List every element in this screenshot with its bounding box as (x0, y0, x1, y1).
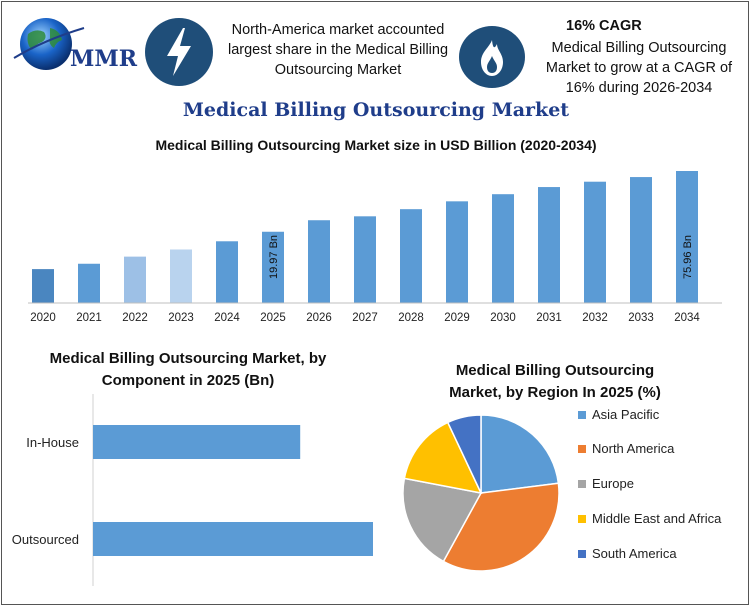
north-america-text: North-America market accounted largest s… (227, 22, 449, 78)
legend-item: Middle East and Africa (578, 510, 742, 527)
bar-2025 (262, 231, 284, 303)
bar-2023 (170, 249, 192, 303)
hbar-Outsourced (93, 522, 373, 556)
x-tick-label: 2034 (674, 312, 700, 324)
bar-2020 (32, 269, 54, 303)
x-tick-label: 2032 (582, 312, 608, 324)
globe-icon (13, 18, 85, 70)
x-tick-label: 2026 (306, 312, 332, 324)
bar-2027 (354, 216, 376, 303)
x-tick-label: 2027 (352, 312, 378, 324)
cagr-text: Medical Billing Outsourcing Market to gr… (545, 40, 733, 96)
hbar-In-House (93, 425, 301, 459)
component-chart-title: Medical Billing Outsourcing Market, by C… (49, 350, 327, 389)
bar-2032 (584, 181, 606, 303)
legend-item: Europe (578, 475, 742, 492)
legend-label: Europe (592, 476, 634, 491)
x-tick-label: 2029 (444, 312, 470, 324)
x-tick-label: 2023 (168, 312, 194, 324)
region-pie-chart (402, 414, 560, 572)
legend-swatch (578, 411, 586, 419)
legend-label: Middle East and Africa (592, 511, 722, 526)
bar-chart-title: Medical Billing Outsourcing Market size … (155, 137, 597, 153)
legend-label: North America (592, 441, 675, 456)
x-tick-label: 2021 (76, 312, 102, 324)
y-tick-label: Outsourced (12, 532, 79, 547)
pie-slice-asia-pacific (480, 414, 560, 494)
bar-2026 (308, 220, 330, 303)
data-label: 75.96 Bn (682, 235, 694, 279)
bar-2029 (446, 201, 468, 303)
legend-swatch (578, 445, 586, 453)
market-size-bar-chart: 2020 2021 2022 2023 2024 2025 19.97 Bn 2026 2027… (28, 171, 722, 324)
region-chart-title: Medical Billing Outsourcing Market, by R… (449, 362, 661, 401)
pie-slice-europe (402, 477, 483, 563)
lightning-icon (145, 18, 213, 86)
x-tick-label: 2022 (122, 312, 148, 324)
bar-2034 (676, 171, 698, 303)
bar-2024 (216, 241, 238, 303)
data-label: 19.97 Bn (268, 235, 280, 279)
legend-label: South America (592, 546, 677, 561)
x-tick-label: 2031 (536, 312, 562, 324)
main-title: Medical Billing Outsourcing Market (182, 99, 570, 121)
x-tick-label: 2028 (398, 312, 424, 324)
flame-icon (459, 26, 525, 88)
legend-swatch (578, 550, 586, 558)
legend-label: Asia Pacific (592, 407, 660, 422)
legend-item: South America (578, 545, 742, 562)
component-bar-chart: In-House Outsourced (12, 394, 373, 586)
pie-slice-south-america (446, 414, 482, 494)
pie-slice-north-america (442, 482, 560, 572)
x-tick-label: 2025 (260, 312, 286, 324)
bar-2022 (124, 256, 146, 303)
bar-2028 (400, 209, 422, 303)
legend-swatch (578, 515, 586, 523)
legend-item: Asia Pacific (578, 406, 742, 423)
logo: MMR (12, 14, 137, 76)
y-tick-label: In-House (26, 435, 79, 450)
bar-2031 (538, 187, 560, 303)
bar-2021 (78, 263, 100, 303)
x-tick-label: 2020 (30, 312, 56, 324)
legend-swatch (578, 480, 586, 488)
x-tick-label: 2033 (628, 312, 654, 324)
bar-2030 (492, 194, 514, 303)
x-tick-label: 2024 (214, 312, 240, 324)
legend-item: North America (578, 440, 742, 457)
bar-2033 (630, 177, 652, 303)
x-tick-label: 2030 (490, 312, 516, 324)
pie-slice-middle-east-and-africa (403, 421, 483, 495)
cagr-title: 16% CAGR (566, 18, 642, 34)
logo-text: MMR (70, 46, 137, 72)
